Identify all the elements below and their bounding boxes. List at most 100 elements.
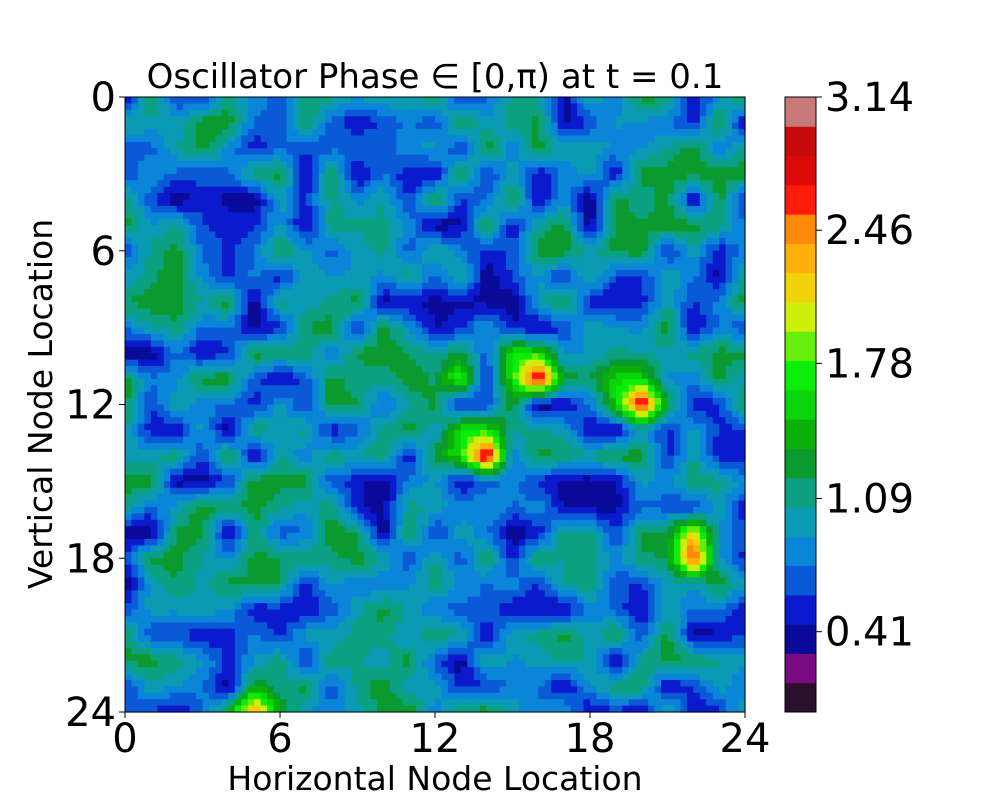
heatmap-cell — [732, 295, 740, 303]
heatmap-cell — [673, 135, 682, 143]
heatmap-cell — [719, 417, 727, 425]
heatmap-cell — [525, 269, 533, 277]
heatmap-cell — [596, 282, 604, 290]
heatmap-cell — [247, 269, 255, 277]
heatmap-cell — [538, 225, 546, 233]
heatmap-cell — [699, 346, 707, 354]
heatmap-cell — [280, 410, 288, 418]
heatmap-cell — [706, 161, 714, 169]
heatmap-cell — [357, 391, 365, 399]
heatmap-cell — [738, 109, 746, 117]
heatmap-cell — [699, 199, 707, 207]
heatmap-cell — [486, 276, 494, 284]
heatmap-cell — [292, 237, 300, 245]
heatmap-cell — [363, 391, 372, 399]
heatmap-cell — [422, 97, 430, 105]
heatmap-cell — [435, 391, 443, 399]
heatmap-cell — [615, 180, 623, 188]
heatmap-cell — [654, 391, 662, 399]
heatmap-cell — [693, 276, 701, 284]
heatmap-cell — [228, 218, 236, 226]
heatmap-cell — [435, 417, 443, 425]
heatmap-cell — [538, 212, 546, 220]
heatmap-cell — [564, 276, 572, 284]
heatmap-cell — [622, 116, 630, 124]
heatmap-cell — [628, 340, 636, 348]
heatmap-cell — [428, 237, 436, 245]
heatmap-cell — [583, 327, 591, 335]
heatmap-cell — [189, 180, 197, 188]
heatmap-cell — [551, 193, 559, 201]
heatmap-cell — [635, 269, 643, 277]
heatmap-cell — [699, 378, 707, 386]
heatmap-cell — [628, 302, 636, 310]
heatmap-cell — [357, 302, 365, 310]
heatmap-cell — [228, 148, 236, 156]
heatmap-cell — [389, 173, 397, 181]
heatmap-cell — [183, 148, 191, 156]
heatmap-cell — [422, 205, 430, 213]
heatmap-cell — [331, 109, 339, 117]
heatmap-cell — [628, 327, 636, 335]
heatmap-cell — [712, 276, 720, 284]
heatmap-cell — [712, 346, 720, 354]
heatmap-cell — [454, 154, 462, 162]
heatmap-cell — [590, 295, 598, 303]
heatmap-cell — [228, 225, 236, 233]
heatmap-cell — [131, 186, 139, 194]
heatmap-cell — [370, 346, 378, 354]
heatmap-cell — [564, 423, 572, 431]
heatmap-cell — [648, 302, 656, 310]
heatmap-cell — [131, 180, 139, 188]
heatmap-cell — [402, 141, 410, 149]
heatmap-cell — [267, 257, 275, 265]
heatmap-cell — [208, 231, 217, 239]
heatmap-cell — [292, 346, 300, 354]
heatmap-cell — [441, 186, 449, 194]
heatmap-cell — [415, 250, 423, 258]
heatmap-cell — [163, 353, 171, 361]
heatmap-cell — [305, 250, 313, 258]
heatmap-cell — [260, 257, 268, 265]
heatmap-cell — [590, 225, 598, 233]
heatmap-cell — [467, 340, 475, 348]
heatmap-cell — [183, 404, 191, 412]
heatmap-cell — [635, 205, 643, 213]
heatmap-cell — [383, 109, 391, 117]
heatmap-cell — [137, 282, 145, 290]
heatmap-cell — [221, 257, 229, 265]
heatmap-cell — [215, 116, 223, 124]
heatmap-cell — [221, 276, 229, 284]
heatmap-cell — [435, 257, 443, 265]
heatmap-cell — [241, 154, 249, 162]
heatmap-cell — [686, 250, 694, 258]
heatmap-cell — [376, 218, 384, 226]
heatmap-cell — [654, 359, 662, 367]
heatmap-cell — [699, 314, 707, 322]
heatmap-cell — [267, 135, 275, 143]
heatmap-cell — [493, 116, 501, 124]
heatmap-cell — [415, 129, 423, 137]
heatmap-cell — [686, 180, 694, 188]
heatmap-cell — [609, 186, 617, 194]
heatmap-cell — [435, 372, 443, 380]
heatmap-cell — [544, 378, 552, 386]
heatmap-cell — [693, 135, 701, 143]
heatmap-cell — [176, 161, 184, 169]
heatmap-cell — [196, 173, 204, 181]
heatmap-cell — [351, 391, 359, 399]
heatmap-cell — [234, 173, 242, 181]
heatmap-cell — [712, 173, 720, 181]
heatmap-cell — [435, 218, 443, 226]
heatmap-cell — [447, 244, 455, 252]
heatmap-cell — [686, 289, 694, 297]
heatmap-cell — [538, 186, 546, 194]
heatmap-cell — [531, 295, 539, 303]
heatmap-cell — [137, 148, 145, 156]
heatmap-cell — [305, 231, 313, 239]
heatmap-cell — [525, 237, 533, 245]
heatmap-cell — [435, 148, 443, 156]
heatmap-cell — [137, 231, 145, 239]
heatmap-cell — [609, 180, 617, 188]
heatmap-cell — [292, 269, 300, 277]
